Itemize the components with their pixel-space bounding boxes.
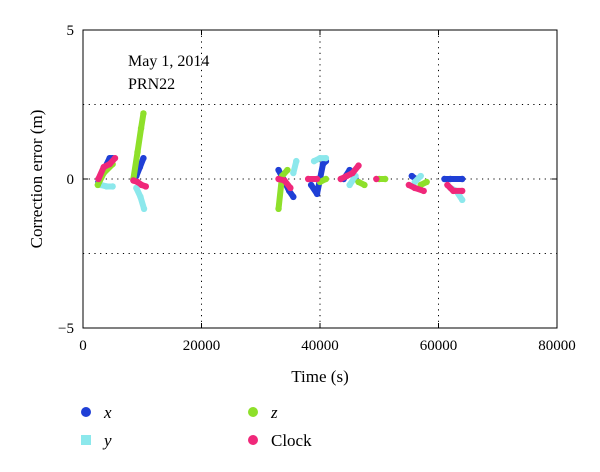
data-point <box>281 177 288 184</box>
data-point <box>140 110 147 117</box>
data-point <box>290 193 297 201</box>
data-point <box>275 205 282 212</box>
data-point <box>140 205 148 212</box>
data-point <box>343 172 350 180</box>
y-tick-label-2: 5 <box>67 23 75 39</box>
data-point <box>444 181 451 189</box>
data-point <box>337 175 344 183</box>
legend-marker-clock <box>248 435 258 445</box>
data-point <box>420 187 427 195</box>
legend-label-z: z <box>270 403 278 422</box>
legend-marker-y <box>81 435 91 445</box>
data-point <box>94 181 102 189</box>
data-point <box>316 154 324 162</box>
data-point <box>417 172 424 180</box>
data-point <box>361 181 368 189</box>
data-layer <box>94 110 466 212</box>
data-point <box>307 181 315 189</box>
y-axis-label: Correction error (m) <box>27 110 46 249</box>
data-point <box>322 154 330 162</box>
data-point <box>310 157 318 165</box>
data-point <box>103 183 110 190</box>
data-point <box>313 175 321 183</box>
x-tick-label-4: 80000 <box>538 338 576 354</box>
y-tick-label-1: 0 <box>67 172 75 188</box>
data-point <box>275 166 282 174</box>
annotation-date: May 1, 2014 <box>128 53 209 70</box>
data-point <box>290 169 297 177</box>
annotation-prn: PRN22 <box>128 76 175 93</box>
data-point <box>373 175 380 183</box>
x-axis-label: Time (s) <box>291 367 348 386</box>
data-point <box>133 184 140 192</box>
data-point <box>109 183 116 190</box>
data-point <box>355 162 362 169</box>
data-point <box>447 175 454 183</box>
data-point <box>459 196 466 204</box>
data-point <box>411 178 418 186</box>
data-point <box>304 175 312 183</box>
series-clock <box>95 154 466 195</box>
data-point <box>313 190 321 198</box>
series-clock-segment-0 <box>95 155 118 182</box>
ticks-layer: 0 20000 40000 60000 80000 −5 0 5 <box>58 23 576 354</box>
data-point <box>459 187 466 195</box>
data-point <box>137 193 144 201</box>
data-point <box>423 178 430 186</box>
x-tick-label-2: 40000 <box>301 338 339 354</box>
data-point <box>411 184 418 192</box>
series-clock-segment-4 <box>337 162 362 182</box>
legend-marker-x <box>81 407 91 417</box>
data-point <box>459 175 466 183</box>
x-tick-label-1: 20000 <box>183 338 221 354</box>
legend: x y z Clock <box>81 403 312 450</box>
data-point <box>405 181 413 189</box>
data-point <box>381 175 389 183</box>
data-point <box>111 154 119 162</box>
legend-marker-z <box>248 407 258 417</box>
data-point <box>287 184 294 192</box>
x-tick-label-3: 60000 <box>420 338 458 354</box>
series-z-segment-1 <box>130 110 147 182</box>
data-point <box>275 175 282 183</box>
data-point <box>134 148 141 156</box>
data-point <box>95 175 102 183</box>
data-point <box>355 178 362 186</box>
data-point <box>450 187 457 195</box>
data-point <box>284 166 291 174</box>
data-point <box>322 175 330 183</box>
data-point <box>142 183 150 190</box>
legend-label-y: y <box>102 431 112 450</box>
data-point <box>349 169 356 177</box>
legend-label-clock: Clock <box>271 431 312 450</box>
data-point <box>106 160 113 168</box>
data-point <box>137 125 145 132</box>
data-point <box>293 157 300 165</box>
legend-label-x: x <box>103 403 112 422</box>
x-tick-label-0: 0 <box>79 338 87 354</box>
data-point <box>100 163 107 171</box>
y-tick-label-0: −5 <box>58 321 74 337</box>
data-point <box>441 175 448 183</box>
data-point <box>346 181 353 189</box>
data-point <box>140 154 147 162</box>
